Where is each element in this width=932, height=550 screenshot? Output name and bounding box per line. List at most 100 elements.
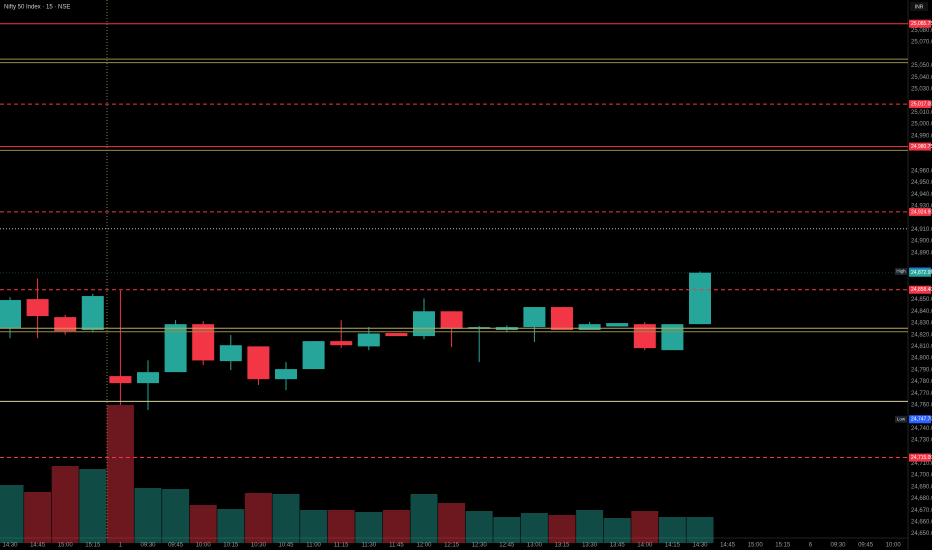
x-tick-label: 12:45 xyxy=(499,543,515,549)
volume-bar xyxy=(603,518,631,543)
candle-body xyxy=(385,333,408,337)
candle-body xyxy=(26,299,49,317)
y-tick-label: 24,650.00 xyxy=(911,531,932,537)
x-tick-label: 09:30 xyxy=(830,543,846,549)
x-tick-label: 12:15 xyxy=(444,543,460,549)
candle-body xyxy=(54,317,77,332)
candle-body xyxy=(137,372,159,384)
x-tick-label: 15:00 xyxy=(748,543,764,549)
marker-box xyxy=(909,415,931,424)
x-tick-label: 10:30 xyxy=(251,543,267,549)
y-tick-label: 24,950.00 xyxy=(911,180,932,186)
marker-tag xyxy=(895,415,907,423)
y-tick-label: 24,740.00 xyxy=(911,426,932,432)
x-tick-label: 14:30 xyxy=(2,543,18,549)
level-label-box xyxy=(909,19,931,28)
y-tick-label: 24,910.00 xyxy=(911,227,932,233)
volume-bar xyxy=(465,511,493,543)
level-label-box xyxy=(909,142,931,151)
volume-bar xyxy=(272,494,300,543)
volume-bar xyxy=(134,488,162,543)
y-tick-label: 25,050.00 xyxy=(911,63,932,69)
volume-bar xyxy=(327,510,355,543)
x-tick-label: 15:15 xyxy=(85,543,101,549)
volume-bar xyxy=(548,515,576,543)
y-tick-label: 24,790.00 xyxy=(911,367,932,373)
volume-bar xyxy=(79,469,107,543)
y-tick-label: 24,930.00 xyxy=(911,204,932,210)
y-tick-label: 24,990.00 xyxy=(911,133,932,139)
volume-bar xyxy=(24,492,52,543)
y-tick-label: 24,660.00 xyxy=(911,519,932,525)
volume-bar xyxy=(658,517,686,543)
x-tick-label: 11:45 xyxy=(389,543,404,549)
x-tick-label: 14:00 xyxy=(637,543,653,549)
y-tick-label: 25,010.00 xyxy=(911,110,932,116)
chart-title: Nifty 50 Index · 15 · NSE xyxy=(4,5,70,11)
x-tick-label: 14:30 xyxy=(692,543,708,549)
y-tick-label: 25,000.00 xyxy=(911,122,932,128)
level-label: 24,858.40 xyxy=(911,287,932,293)
y-tick-label: 24,770.00 xyxy=(911,391,932,397)
x-tick-label: 14:15 xyxy=(665,543,681,549)
level-label-box xyxy=(909,100,931,109)
candle-body xyxy=(275,369,297,380)
x-tick-label: 13:45 xyxy=(610,543,626,549)
x-tick-label: 15:00 xyxy=(58,543,74,549)
marker-tag xyxy=(895,267,907,275)
volume-bar xyxy=(493,517,521,543)
x-tick-label: 09:45 xyxy=(858,543,874,549)
level-label-box xyxy=(909,453,931,462)
volume-bar xyxy=(438,503,466,543)
marker-name: High xyxy=(896,269,906,274)
y-tick-label: 25,040.00 xyxy=(911,75,932,81)
candle-body xyxy=(523,307,546,328)
volume-bar xyxy=(300,510,328,543)
y-tick-label: 24,680.00 xyxy=(911,496,932,502)
y-tick-label: 24,780.00 xyxy=(911,379,932,385)
x-tick-label: 10:00 xyxy=(196,543,212,549)
y-tick-label: 24,960.00 xyxy=(911,168,932,174)
level-label: 24,924.90 xyxy=(911,209,932,215)
y-tick-label: 24,820.00 xyxy=(911,332,932,338)
x-tick-label: 13:15 xyxy=(554,543,570,549)
candle-body xyxy=(81,296,104,330)
x-tick-label: 12:00 xyxy=(416,543,432,549)
volume-bar xyxy=(189,505,217,543)
y-tick-label: 24,890.00 xyxy=(911,250,932,256)
x-tick-label: 15:15 xyxy=(775,543,791,549)
marker-name: Low xyxy=(897,416,906,421)
x-tick-label: 12:30 xyxy=(472,543,488,549)
x-tick-label: 10:15 xyxy=(223,543,239,549)
x-tick-label: 1 xyxy=(119,543,123,549)
level-label-box xyxy=(909,285,931,294)
candle-body xyxy=(109,376,132,384)
y-tick-label: 24,850.00 xyxy=(911,297,932,303)
candle-body xyxy=(606,323,629,327)
x-tick-label: 10:00 xyxy=(886,543,902,549)
currency-box xyxy=(910,2,928,11)
x-tick-label: 13:00 xyxy=(527,543,543,549)
candle-body xyxy=(661,324,684,351)
candle-body xyxy=(633,324,656,349)
level-label: 24,980.75 xyxy=(911,144,932,150)
candle-body xyxy=(689,272,711,325)
x-tick-label: 11:15 xyxy=(334,543,349,549)
candle-body xyxy=(357,333,380,347)
y-tick-label: 24,940.00 xyxy=(911,192,932,198)
x-tick-label: 6 xyxy=(809,543,813,549)
y-tick-label: 24,730.00 xyxy=(911,438,932,444)
candle-body xyxy=(330,341,353,346)
volume-bar xyxy=(382,510,410,543)
candle-body xyxy=(551,307,573,330)
volume-bar xyxy=(355,512,383,543)
candle-body xyxy=(164,324,187,373)
volume-bar xyxy=(576,510,604,543)
volume-bar xyxy=(51,466,79,543)
volume-bar xyxy=(520,513,548,543)
level-label-box xyxy=(909,207,931,216)
volume-bar xyxy=(106,405,134,543)
volume-bar xyxy=(162,489,190,543)
